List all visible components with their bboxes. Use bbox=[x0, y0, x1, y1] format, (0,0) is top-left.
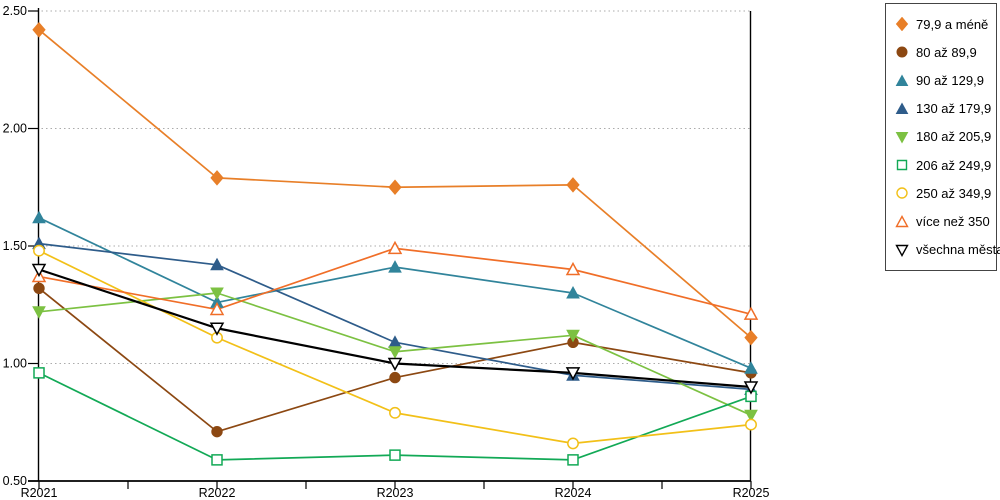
square-marker-icon bbox=[211, 454, 223, 466]
triangle-up-icon bbox=[895, 214, 909, 227]
legend-item[interactable]: 90 až 129,9 bbox=[895, 73, 996, 88]
x-tick-label: R2024 bbox=[555, 486, 592, 500]
square-icon bbox=[896, 160, 908, 171]
triangle-down-icon bbox=[895, 131, 909, 144]
triangle-up-marker-icon bbox=[388, 260, 402, 273]
legend-item[interactable]: 80 až 89,9 bbox=[895, 45, 996, 60]
legend-item[interactable]: 180 až 205,9 bbox=[895, 129, 996, 144]
triangle-down-marker-icon bbox=[32, 306, 46, 319]
triangle-up-marker-icon bbox=[744, 361, 758, 374]
triangle-down-marker-icon bbox=[566, 329, 580, 343]
circle-marker-icon bbox=[33, 282, 45, 294]
legend-item-label: 80 až 89,9 bbox=[916, 44, 977, 60]
legend-item-label: 79,9 a méně bbox=[916, 16, 989, 32]
circle-icon bbox=[896, 46, 908, 58]
diamond-marker-icon bbox=[744, 329, 758, 346]
square-marker-icon bbox=[389, 449, 401, 461]
triangle-up-marker-icon bbox=[743, 306, 759, 320]
square-marker-icon bbox=[567, 454, 579, 466]
triangle-up-marker-icon bbox=[565, 261, 581, 276]
triangle-up-icon bbox=[895, 102, 909, 114]
triangle-down-marker-icon bbox=[209, 322, 225, 336]
legend-item-label: 130 až 179,9 bbox=[916, 101, 992, 117]
diamond-marker-icon bbox=[32, 22, 46, 38]
y-tick-label: 2.50 bbox=[3, 4, 27, 18]
triangle-up-marker-icon bbox=[209, 301, 225, 316]
legend-item-label: 90 až 129,9 bbox=[916, 73, 984, 89]
triangle-up-marker-icon bbox=[388, 335, 402, 348]
legend-item[interactable]: více než 350 bbox=[895, 214, 996, 229]
legend-item[interactable]: 79,9 a méně bbox=[895, 17, 996, 32]
x-tick-label: R2021 bbox=[21, 486, 58, 500]
legend-item-label: více než 350 bbox=[916, 214, 990, 230]
triangle-up-icon bbox=[895, 74, 909, 86]
y-tick-label: 1.00 bbox=[3, 357, 27, 371]
diamond-icon bbox=[895, 17, 909, 32]
triangle-down-marker-icon bbox=[210, 287, 224, 301]
legend-item-label: 180 až 205,9 bbox=[916, 129, 992, 145]
triangle-up-icon bbox=[895, 214, 909, 227]
triangle-up-marker-icon bbox=[32, 210, 46, 224]
x-tick-label: R2022 bbox=[199, 486, 236, 500]
square-marker-icon bbox=[33, 367, 45, 379]
legend-item[interactable]: 130 až 179,9 bbox=[895, 101, 996, 116]
legend-item[interactable]: všechna města bbox=[895, 242, 1000, 257]
square-icon bbox=[896, 160, 908, 171]
x-tick-label: R2023 bbox=[377, 486, 414, 500]
triangle-down-icon bbox=[895, 244, 909, 257]
diamond-marker-icon bbox=[566, 177, 580, 193]
legend-item-label: 250 až 349,9 bbox=[916, 185, 992, 201]
legend-item-label: všechna města bbox=[916, 242, 1000, 258]
legend-item-label: 206 až 249,9 bbox=[916, 157, 992, 173]
circle-marker-icon bbox=[389, 371, 401, 384]
circle-icon bbox=[896, 46, 908, 58]
circle-marker-icon bbox=[745, 418, 757, 431]
y-tick-label: 0.50 bbox=[3, 474, 27, 488]
triangle-down-icon bbox=[895, 244, 909, 257]
triangle-down-marker-icon bbox=[387, 357, 403, 372]
diamond-marker-icon bbox=[388, 179, 402, 196]
diamond-marker-icon bbox=[210, 170, 224, 186]
circle-marker-icon bbox=[33, 244, 45, 257]
triangle-up-marker-icon bbox=[210, 257, 224, 271]
circle-marker-icon bbox=[389, 406, 401, 419]
triangle-up-marker-icon bbox=[566, 285, 580, 299]
x-tick-label: R2025 bbox=[733, 486, 770, 500]
triangle-up-icon bbox=[895, 102, 909, 114]
legend: 79,9 a méně 80 až 89,9 90 až 129,9 130 až 1… bbox=[885, 3, 1000, 271]
circle-marker-icon bbox=[567, 437, 579, 450]
triangle-down-marker-icon bbox=[31, 263, 47, 278]
triangle-down-icon bbox=[895, 131, 909, 144]
legend-item[interactable]: 250 až 349,9 bbox=[895, 186, 996, 201]
y-tick-label: 1.50 bbox=[3, 239, 27, 253]
legend-item[interactable]: 206 až 249,9 bbox=[895, 158, 996, 173]
circle-icon bbox=[896, 187, 908, 200]
diamond-icon bbox=[895, 17, 909, 32]
triangle-down-marker-icon bbox=[743, 381, 759, 395]
triangle-down-marker-icon bbox=[565, 367, 581, 381]
y-tick-label: 2.00 bbox=[3, 122, 27, 136]
circle-icon bbox=[896, 187, 908, 200]
triangle-down-marker-icon bbox=[388, 346, 402, 359]
triangle-up-marker-icon bbox=[387, 240, 403, 255]
triangle-up-icon bbox=[895, 74, 909, 86]
triangle-down-marker-icon bbox=[744, 409, 758, 423]
circle-marker-icon bbox=[211, 425, 223, 438]
